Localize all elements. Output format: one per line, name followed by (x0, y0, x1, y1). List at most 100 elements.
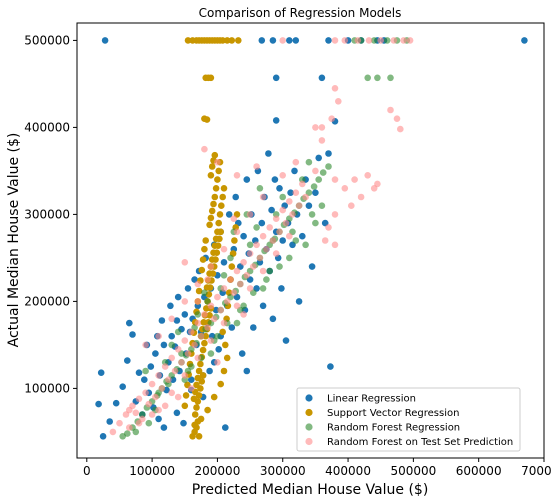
series-3-point (142, 389, 149, 397)
series-3-point (145, 400, 153, 408)
series-3-point (374, 180, 381, 188)
plot-area (95, 37, 528, 440)
series-2-point (201, 289, 208, 297)
series-1-point (231, 237, 238, 244)
series-0-point (327, 363, 334, 370)
series-3-point (365, 37, 373, 44)
series-0-point (240, 232, 247, 240)
series-2-point (253, 224, 260, 231)
series-1-point (215, 167, 222, 175)
series-3-point (240, 259, 247, 266)
series-3-point (331, 37, 339, 44)
series-2-point (370, 37, 378, 44)
legend: Linear Regression Support Vector Regressi… (296, 387, 521, 452)
series-3-point (279, 172, 287, 179)
series-2-point (276, 263, 283, 270)
series-3-point (194, 298, 202, 305)
y-tick-label: 100000 (24, 381, 70, 395)
series-1-point (193, 381, 200, 389)
series-1-point (206, 221, 213, 229)
series-0-point (315, 154, 323, 162)
series-0-point (173, 409, 181, 417)
series-2-point (318, 202, 326, 209)
series-1-point (194, 374, 202, 382)
series-3-point (295, 202, 303, 209)
series-3-point (220, 285, 228, 292)
series-0-point (282, 337, 290, 344)
series-3-point (135, 419, 143, 427)
series-0-point (180, 419, 187, 427)
series-0-point (181, 311, 189, 318)
series-0-point (295, 298, 303, 305)
series-0-point (119, 383, 126, 391)
series-3-point (207, 302, 215, 310)
series-0-point (238, 350, 246, 357)
series-2-point (174, 328, 182, 336)
series-1-point (202, 237, 209, 244)
legend-marker (305, 408, 313, 417)
series-1-point (197, 415, 205, 423)
series-2-point (124, 430, 131, 437)
y-tick-label: 500000 (24, 33, 70, 47)
series-1-point (190, 395, 198, 403)
series-1-point (208, 163, 216, 170)
series-3-point (292, 158, 300, 166)
series-0-point (243, 367, 251, 375)
series-3-point (406, 37, 414, 44)
series-3-point (168, 389, 175, 397)
series-3-point (325, 224, 332, 231)
series-3-point (217, 306, 224, 314)
series-1-point (212, 235, 220, 243)
series-2-point (194, 311, 202, 318)
series-0-point (286, 37, 293, 44)
series-1-point (206, 270, 213, 277)
series-1-point (211, 193, 219, 201)
series-3-point (256, 254, 264, 262)
series-3-point (220, 245, 228, 253)
series-3-point (246, 211, 254, 218)
series-0-point (168, 332, 175, 340)
series-2-point (302, 241, 309, 249)
series-3-point (354, 37, 362, 44)
series-2-point (325, 163, 332, 170)
series-3-point (286, 198, 293, 205)
legend-marker (305, 437, 313, 446)
series-0-point (271, 176, 279, 183)
series-3-point (351, 176, 358, 183)
series-3-point (335, 98, 342, 105)
legend-label: Random Forest Regression (327, 423, 460, 434)
series-3-point (289, 211, 296, 218)
x-tick-label: 200000 (195, 464, 241, 478)
series-0-point (269, 315, 277, 323)
series-0-point (225, 211, 233, 218)
series-1-point (215, 219, 222, 227)
series-2-point (279, 193, 287, 201)
x-axis: 0 100000 200000 300000 400000 500000 600000 700… (83, 458, 551, 478)
series-2-point (220, 272, 228, 279)
series-2-point (315, 176, 323, 183)
series-3-point (263, 245, 270, 253)
series-3-point (188, 328, 195, 336)
series-2-point (292, 237, 300, 244)
series-3-point (174, 346, 182, 353)
series-3-point (194, 354, 202, 362)
series-3-point (253, 163, 260, 170)
series-3-point (393, 115, 401, 122)
series-1-point (228, 37, 236, 44)
series-0-point (160, 341, 168, 349)
series-0-point (101, 37, 109, 44)
series-3-point (230, 289, 238, 297)
series-0-point (135, 369, 143, 377)
series-3-point (272, 250, 280, 257)
series-0-point (129, 331, 136, 338)
series-1-point (199, 346, 207, 354)
series-2-point (259, 285, 267, 292)
series-3-point (155, 332, 162, 340)
series-0-point (521, 37, 528, 44)
series-3-point (158, 385, 166, 392)
series-0-point (312, 189, 319, 196)
series-0-point (265, 150, 272, 157)
y-axis: 100000 200000 300000 400000 500000 (24, 33, 77, 395)
series-3-point (348, 202, 355, 209)
